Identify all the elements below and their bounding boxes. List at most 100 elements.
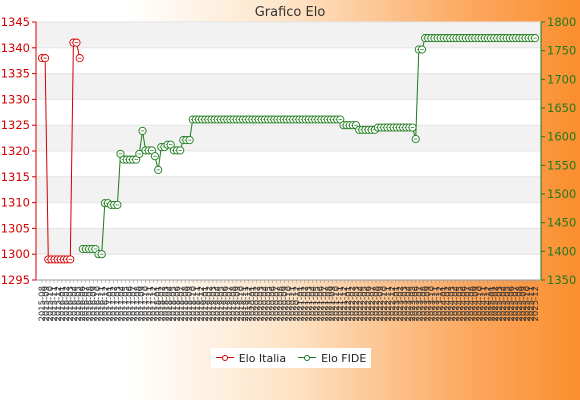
x-axis-tick-label: 2020-12 — [292, 286, 302, 322]
x-axis-tick-label: 2021-12 — [340, 286, 350, 322]
x-axis-tick-label: 2020-02 — [253, 286, 263, 322]
x-axis-tick-label: 2020-07 — [273, 286, 283, 322]
x-axis-tick-label: 2017-01 — [106, 286, 116, 322]
x-axis-tick-label: 2024-05 — [455, 286, 465, 322]
x-axis-tick-label: 2022-03 — [352, 286, 362, 322]
x-axis-tick-label: 2018-08 — [181, 286, 191, 322]
x-axis-tick-label: 2023-09 — [424, 286, 434, 322]
x-axis-tick-label: 2017-03 — [114, 286, 124, 322]
x-axis-tick-label: 2025-07 — [511, 286, 521, 322]
grid-band — [36, 73, 541, 100]
x-axis-tick-label: 2021-07 — [320, 286, 330, 322]
x-axis-tick-label: 2025-02 — [491, 286, 501, 322]
right-axis-tick-label: 1750 — [547, 44, 576, 58]
x-axis-tick-label: 2022-05 — [360, 286, 370, 322]
x-axis-tick-label: 2024-12 — [483, 286, 493, 322]
x-axis-tick-label: 2021-06 — [316, 286, 326, 322]
chart-legend: Elo Italia Elo FIDE — [211, 348, 371, 368]
x-axis-tick-label: 2022-08 — [372, 286, 382, 322]
x-axis-tick-label: 2022-07 — [368, 286, 378, 322]
x-axis-tick-label: 2016-04 — [70, 286, 80, 322]
x-axis-tick-label: 2017-07 — [129, 286, 139, 322]
chart-title: Grafico Elo — [255, 5, 326, 20]
x-axis-tick-label: 2017-05 — [121, 286, 131, 322]
left-axis-tick-label: 1315 — [1, 170, 30, 184]
x-axis-tick-label: 2018-01 — [153, 286, 163, 322]
x-axis-tick-label: 2018-10 — [189, 286, 199, 322]
x-axis-tick-label: 2019-08 — [229, 286, 239, 322]
x-axis-tick-label: 2022-11 — [384, 286, 394, 322]
x-axis-tick-label: 2016-10 — [94, 286, 104, 322]
x-axis-tick-label: 2025-04 — [499, 286, 509, 322]
x-axis-tick-label: 2019-02 — [205, 286, 215, 322]
x-axis-tick-label: 2020-09 — [281, 286, 291, 322]
right-axis-tick-label: 1400 — [547, 244, 576, 258]
x-axis-tick-label: 2016-03 — [66, 286, 76, 322]
x-axis-tick-label: 2025-10 — [523, 286, 533, 322]
x-axis-tick-label: 2021-11 — [336, 286, 346, 322]
x-axis-tick-label: 2023-04 — [404, 286, 414, 322]
x-axis-tick-label: 2018-06 — [173, 286, 183, 322]
x-axis-tick-label: 2023-08 — [420, 286, 430, 322]
left-axis-tick-label: 1305 — [1, 221, 30, 235]
x-axis-tick-label: 2023-03 — [400, 286, 410, 322]
left-axis-tick-label: 1310 — [1, 196, 30, 210]
x-axis-tick-label: 2019-09 — [233, 286, 243, 322]
x-axis-tick-label: 2019-07 — [225, 286, 235, 322]
x-axis-tick-label: 2020-05 — [265, 286, 275, 322]
x-axis-tick-label: 2025-01 — [487, 286, 497, 322]
x-axis-tick-label: 2022-09 — [376, 286, 386, 322]
x-axis-tick-label: 2018-09 — [185, 286, 195, 322]
x-axis-tick-label: 2016-08 — [86, 286, 96, 322]
grid-band — [36, 228, 541, 255]
x-axis-tick-label: 2016-09 — [90, 286, 100, 322]
x-axis-tick-label: 2015-12 — [54, 286, 64, 322]
x-axis-tick-label: 2017-02 — [110, 286, 120, 322]
x-axis-tick-label: 2022-10 — [380, 286, 390, 322]
left-axis-tick-label: 1335 — [1, 67, 30, 81]
x-axis-tick-label: 2018-04 — [165, 286, 175, 322]
x-axis-tick-label: 2017-10 — [141, 286, 151, 322]
x-axis-tick-label: 2018-11 — [193, 286, 203, 322]
x-axis-tick-label: 2023-06 — [412, 286, 422, 322]
x-axis-tick-label: 2020-06 — [269, 286, 279, 322]
x-axis-tick-label: 2024-06 — [459, 286, 469, 322]
left-axis-tick-label: 1340 — [1, 41, 30, 55]
x-axis-tick-label: 2025-09 — [519, 286, 529, 322]
x-axis-tick-label: 2017-06 — [125, 286, 135, 322]
right-axis-tick-label: 1500 — [547, 187, 576, 201]
right-axis-tick-label: 1650 — [547, 101, 576, 115]
x-axis-tick-label: 2019-05 — [217, 286, 227, 322]
grid-band — [36, 125, 541, 151]
legend-swatch-elo-italia — [215, 353, 234, 363]
x-axis-tick-label: 2025-11 — [527, 286, 537, 322]
x-axis-tick-label: 2015-09 — [42, 286, 52, 322]
x-axis-tick-label: 2020-03 — [257, 286, 267, 322]
x-axis-tick-label: 2020-10 — [285, 286, 295, 322]
x-axis-tick-label: 2017-11 — [145, 286, 155, 322]
legend-item-elo-fide: Elo FIDE — [298, 352, 366, 365]
legend-item-elo-italia: Elo Italia — [215, 352, 286, 365]
x-axis-tick-label: 2025-05 — [503, 286, 513, 322]
x-axis-tick-label: 2023-11 — [432, 286, 442, 322]
x-axis-tick-label: 2015-08 — [38, 286, 48, 322]
x-axis-tick-label: 2016-11 — [98, 286, 108, 322]
left-axis-tick-label: 1330 — [1, 92, 30, 106]
left-axis-tick-label: 1295 — [1, 273, 30, 287]
x-axis-tick-label: 2022-02 — [348, 286, 358, 322]
x-axis-tick-label: 2016-02 — [62, 286, 72, 322]
x-axis-tick-label: 2021-03 — [304, 286, 314, 322]
x-axis-tick-label: 2020-01 — [249, 286, 259, 322]
x-axis-tick-label: 2017-12 — [149, 286, 159, 322]
x-axis-tick-label: 2019-11 — [241, 286, 251, 322]
right-axis-tick-label: 1700 — [547, 72, 576, 86]
x-axis-tick-label: 2023-12 — [436, 286, 446, 322]
x-axis-tick-label: 2016-05 — [74, 286, 84, 322]
x-axis-tick-label: 2022-04 — [356, 286, 366, 322]
x-axis-tick-label: 2015-10 — [46, 286, 56, 322]
x-axis-tick-label: 2017-09 — [137, 286, 147, 322]
x-axis-tick-label: 2024-07 — [463, 286, 473, 322]
x-axis-tick-label: 2023-05 — [408, 286, 418, 322]
